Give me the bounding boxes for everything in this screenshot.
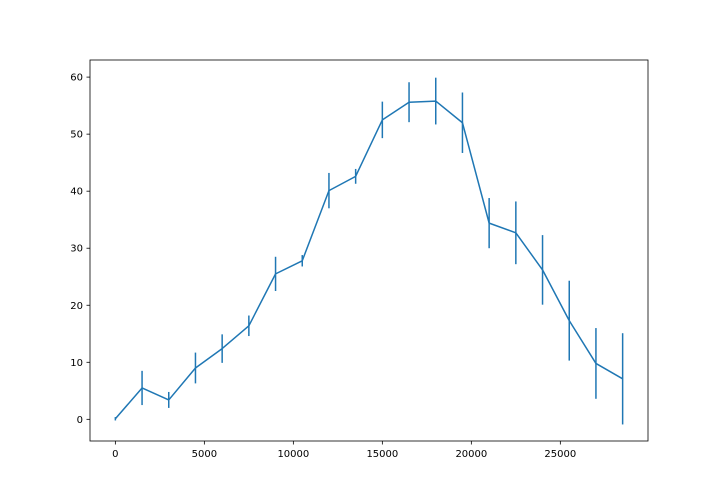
x-tick-label: 15000 [366,449,398,460]
y-tick-label: 60 [70,73,83,84]
y-tick-label: 40 [70,187,83,198]
x-tick-label: 20000 [455,449,487,460]
axes-frame [90,60,648,441]
y-tick-label: 0 [77,415,83,426]
series-line [115,101,622,419]
y-tick-label: 20 [70,301,83,312]
plot-area [115,78,622,425]
x-tick-label: 5000 [192,449,217,460]
x-tick-label: 10000 [277,449,309,460]
x-tick-label: 25000 [544,449,576,460]
x-tick-label: 0 [112,449,118,460]
y-tick-label: 30 [70,244,83,255]
y-tick-label: 50 [70,130,83,141]
axes: 0 5000 10000 15000 20000 25000 0 10 20 30 40 50 60 [70,60,648,460]
y-tick-label: 10 [70,358,83,369]
